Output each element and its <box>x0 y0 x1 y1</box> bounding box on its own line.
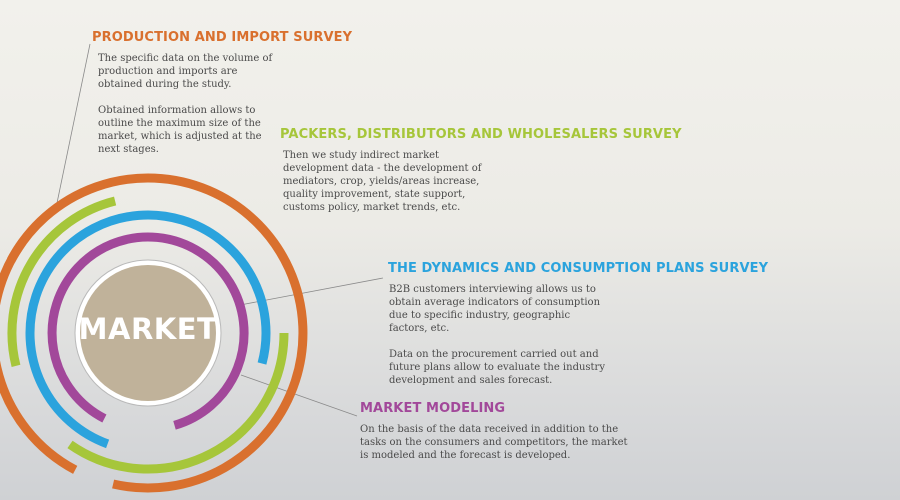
production-paragraph-2: Obtained information allows to outline t… <box>98 105 262 155</box>
dynamics-consumption-section: THE DYNAMICS AND CONSUMPTION PLANS SURVE… <box>388 261 768 400</box>
market-center-circle <box>80 265 216 401</box>
green-ring-arc <box>7 196 117 367</box>
orange-ring-arc <box>0 239 78 474</box>
blue-ring-arc <box>25 210 271 449</box>
production-import-survey-section: PRODUCTION AND IMPORT SURVEY The specifi… <box>92 30 362 169</box>
connector-line-production <box>56 43 91 204</box>
purple-ring-arc <box>47 232 249 430</box>
production-import-survey-title: PRODUCTION AND IMPORT SURVEY <box>92 30 353 45</box>
green-ring-arc <box>67 332 289 474</box>
packers-paragraph-1: Then we study indirect market developmen… <box>283 150 482 213</box>
modeling-paragraph-1: On the basis of the data received in add… <box>360 424 628 461</box>
dynamics-paragraph-1: B2B customers interviewing allows us to … <box>389 284 601 334</box>
market-modeling-section: MARKET MODELING On the basis of the data… <box>360 401 660 475</box>
packers-survey-title: PACKERS, DISTRIBUTORS AND WHOLESALERS SU… <box>280 127 682 142</box>
production-paragraph-1: The specific data on the volume of produ… <box>98 53 273 90</box>
dynamics-paragraph-2: Data on the procurement carried out and … <box>389 349 605 386</box>
packers-distributors-wholesalers-section: PACKERS, DISTRIBUTORS AND WHOLESALERS SU… <box>280 127 682 227</box>
connector-line-modeling <box>240 374 358 417</box>
market-modeling-title: MARKET MODELING <box>360 401 506 416</box>
orange-ring-arc <box>7 173 308 493</box>
dynamics-survey-title: THE DYNAMICS AND CONSUMPTION PLANS SURVE… <box>388 261 769 276</box>
market-center-label: MARKET <box>78 312 218 346</box>
